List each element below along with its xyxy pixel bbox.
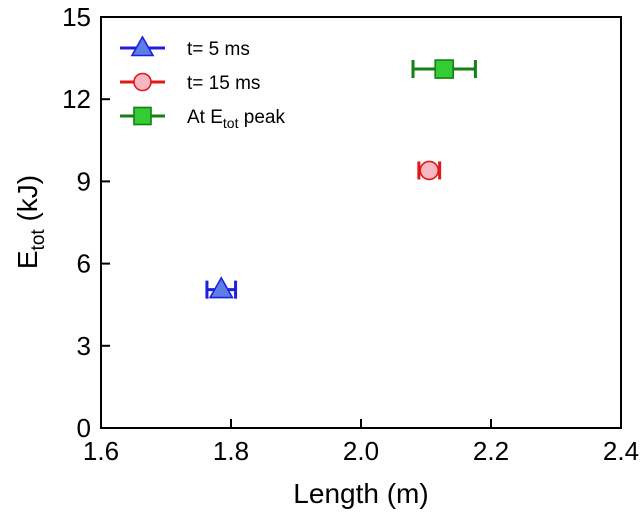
y-tick-label: 0 xyxy=(77,413,91,443)
data-marks xyxy=(205,59,477,299)
legend-marker-triangle xyxy=(130,35,155,57)
plot-frame xyxy=(100,16,622,429)
x-tick-label: 1.6 xyxy=(83,436,119,466)
legend-label: At Etot peak xyxy=(187,107,285,131)
data-point-square xyxy=(434,59,455,79)
y-axis-label-unit: (kJ) xyxy=(12,175,43,229)
legend-label-sub: tot xyxy=(223,115,239,131)
x-tick-label: 1.8 xyxy=(213,436,249,466)
legend-label-text: t= 5 ms xyxy=(187,39,250,60)
x-tick-label: 2.0 xyxy=(343,436,379,466)
legend-label: t= 5 ms xyxy=(187,39,250,60)
y-tick-label: 6 xyxy=(77,249,91,279)
legend-label-text: t= 15 ms xyxy=(187,73,260,94)
y-axis-label: Etot (kJ) xyxy=(12,175,49,269)
legend-marker-circle xyxy=(133,72,152,92)
legend-marker-square xyxy=(133,106,152,126)
x-tick-label: 2.4 xyxy=(603,436,639,466)
y-axis-label-sub: tot xyxy=(28,229,49,251)
x-axis-label: Length (m) xyxy=(293,478,428,509)
y-axis-label-main: E xyxy=(12,250,43,269)
y-tick-label: 15 xyxy=(62,2,91,32)
y-tick-label: 9 xyxy=(77,166,91,196)
legend-label-suffix: peak xyxy=(238,107,285,128)
legend-label-text: At E xyxy=(187,107,223,128)
axis-ticks: 1.6 1.8 2.0 2.2 2.4 0 3 6 9 12 15 xyxy=(62,2,639,466)
legend: t= 5 ms t= 15 ms At Etot peak xyxy=(120,35,285,131)
data-point-circle xyxy=(419,160,440,181)
y-tick-label: 3 xyxy=(77,331,91,361)
x-tick-label: 2.2 xyxy=(473,436,509,466)
y-tick-label: 12 xyxy=(62,84,91,114)
legend-label: t= 15 ms xyxy=(187,73,260,94)
data-point-triangle xyxy=(208,276,234,299)
